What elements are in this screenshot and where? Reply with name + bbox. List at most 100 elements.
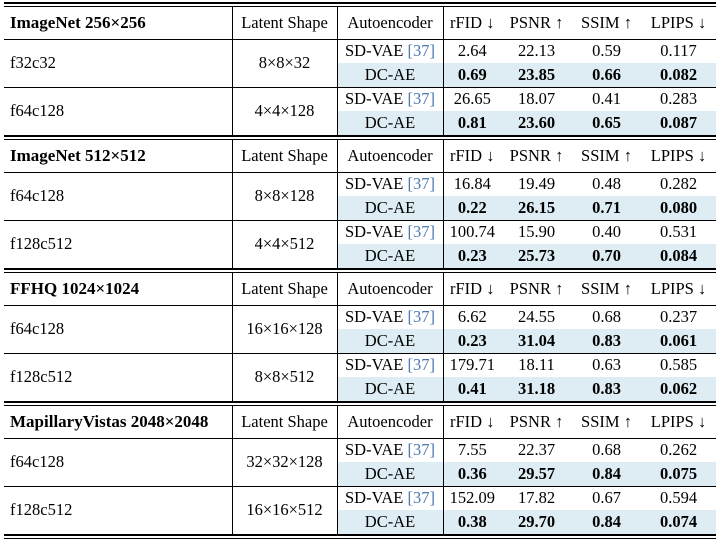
metric-value-cell: 0.81 [442,111,501,135]
col-header-latent-shape: Latent Shape [231,7,337,40]
metric-value-cell: 0.66 [572,63,641,87]
autoencoder-cell: SD-VAE [37] [336,86,443,111]
dc-ae-row: DC-AE 0.23 25.73 0.70 0.084 [4,244,716,268]
section-title: MapillaryVistas 2048×2048 [4,406,232,439]
metric-value-cell: 0.22 [442,196,501,220]
table-top-rule [4,2,716,7]
metric-value-cell: 0.117 [641,38,716,63]
col-header-metric: rFID ↓ [442,406,501,439]
autoencoder-name: SD-VAE [345,41,404,61]
metric-value-cell: 25.73 [501,244,572,268]
autoencoder-cell: SD-VAE [37] [336,304,443,329]
col-header-metric: rFID ↓ [442,140,501,173]
dc-ae-row: DC-AE 0.41 31.18 0.83 0.062 [4,377,716,401]
citation-link[interactable]: [37] [407,41,436,61]
section-table: MapillaryVistas 2048×2048 Latent Shape Aut… [4,406,716,534]
autoencoder-name: SD-VAE [345,307,404,327]
dc-ae-row: DC-AE 0.36 29.57 0.84 0.075 [4,462,716,486]
autoencoder-name: DC-AE [364,379,416,398]
metric-value-cell: 0.68 [572,304,641,329]
autoencoder-cell: DC-AE [336,462,443,486]
section-title: ImageNet 256×256 [4,7,232,40]
col-header-autoencoder: Autoencoder [336,273,443,306]
section-title: FFHQ 1024×1024 [4,273,232,306]
autoencoder-cell: SD-VAE [37] [336,437,443,462]
metric-value-cell: 0.262 [641,437,716,462]
metric-value-cell: 179.71 [442,352,501,377]
dc-ae-row: DC-AE 0.81 23.60 0.65 0.087 [4,111,716,135]
sd-vae-row: f64c128 4×4×128 SD-VAE [37] 26.65 18.07 0.41 0… [4,86,716,135]
autoencoder-cell: DC-AE [336,244,443,268]
latent-shape-cell: 4×4×128 [231,86,337,135]
metric-value-cell: 0.71 [572,196,641,220]
config-cell: f32c32 [4,38,232,87]
latent-shape-cell: 16×16×128 [231,304,337,353]
col-header-metric: LPIPS ↓ [641,406,716,439]
metric-value-cell: 0.087 [641,111,716,135]
col-header-metric: SSIM ↑ [572,7,641,40]
metric-value-cell: 0.594 [641,485,716,510]
latent-shape-cell: 32×32×128 [231,437,337,486]
metric-value-cell: 0.074 [641,510,716,534]
metric-value-cell: 22.37 [501,437,572,462]
citation-link[interactable]: [37] [407,355,436,375]
metric-value-cell: 0.075 [641,462,716,486]
autoencoder-name: SD-VAE [345,174,404,194]
section-table: ImageNet 512×512 Latent Shape Autoencoder r… [4,140,716,268]
autoencoder-cell: DC-AE [336,377,443,401]
sd-vae-row: f128c512 16×16×512 SD-VAE [37] 152.09 17.82 0… [4,485,716,534]
col-header-autoencoder: Autoencoder [336,7,443,40]
autoencoder-cell: DC-AE [336,196,443,220]
col-header-latent-shape: Latent Shape [231,273,337,306]
metric-value-cell: 23.60 [501,111,572,135]
metric-value-cell: 26.15 [501,196,572,220]
metric-value-cell: 0.84 [572,462,641,486]
metric-value-cell: 26.65 [442,86,501,111]
latent-shape-cell: 4×4×512 [231,219,337,268]
metric-value-cell: 18.11 [501,352,572,377]
sd-vae-row: f64c128 8×8×128 SD-VAE [37] 16.84 19.49 0.48 0… [4,171,716,220]
col-header-metric: LPIPS ↓ [641,273,716,306]
metric-value-cell: 0.585 [641,352,716,377]
config-cell: f64c128 [4,304,232,353]
metric-value-cell: 0.23 [442,244,501,268]
sd-vae-row: f64c128 16×16×128 SD-VAE [37] 6.62 24.55 0.68… [4,304,716,353]
metric-value-cell: 0.67 [572,485,641,510]
citation-link[interactable]: [37] [407,89,436,109]
citation-link[interactable]: [37] [407,488,436,508]
autoencoder-cell: SD-VAE [37] [336,38,443,63]
metric-value-cell: 0.082 [641,63,716,87]
section-table: FFHQ 1024×1024 Latent Shape Autoencoder rFI… [4,273,716,401]
citation-link[interactable]: [37] [407,440,436,460]
citation-link[interactable]: [37] [407,307,436,327]
metric-value-cell: 0.48 [572,171,641,196]
autoencoder-name: DC-AE [364,512,416,531]
citation-link[interactable]: [37] [407,174,436,194]
autoencoder-name: SD-VAE [345,222,404,242]
metric-value-cell: 0.65 [572,111,641,135]
dc-ae-row: DC-AE 0.22 26.15 0.71 0.080 [4,196,716,220]
metric-value-cell: 29.57 [501,462,572,486]
metric-value-cell: 24.55 [501,304,572,329]
section-header-row: ImageNet 512×512 Latent Shape Autoencoder r… [4,140,716,173]
metric-value-cell: 0.080 [641,196,716,220]
sd-vae-row: f64c128 32×32×128 SD-VAE [37] 7.55 22.37 0.68… [4,437,716,486]
sd-vae-row: f128c512 4×4×512 SD-VAE [37] 100.74 15.90 0.4… [4,219,716,268]
paper-results-table: ImageNet 256×256 Latent Shape Autoencoder r… [4,2,716,539]
metric-value-cell: 100.74 [442,219,501,244]
dc-ae-row: DC-AE 0.38 29.70 0.84 0.074 [4,510,716,534]
metric-value-cell: 0.061 [641,329,716,353]
metric-value-cell: 31.18 [501,377,572,401]
autoencoder-name: DC-AE [364,64,416,84]
metric-value-cell: 15.90 [501,219,572,244]
col-header-metric: rFID ↓ [442,273,501,306]
autoencoder-name: DC-AE [364,246,416,265]
autoencoder-name: SD-VAE [345,488,404,508]
section-header-row: FFHQ 1024×1024 Latent Shape Autoencoder rFI… [4,273,716,306]
section-header-row: ImageNet 256×256 Latent Shape Autoencoder r… [4,7,716,40]
config-cell: f128c512 [4,219,232,268]
autoencoder-cell: DC-AE [336,329,443,353]
metric-value-cell: 29.70 [501,510,572,534]
metric-value-cell: 0.59 [572,38,641,63]
citation-link[interactable]: [37] [407,222,436,242]
